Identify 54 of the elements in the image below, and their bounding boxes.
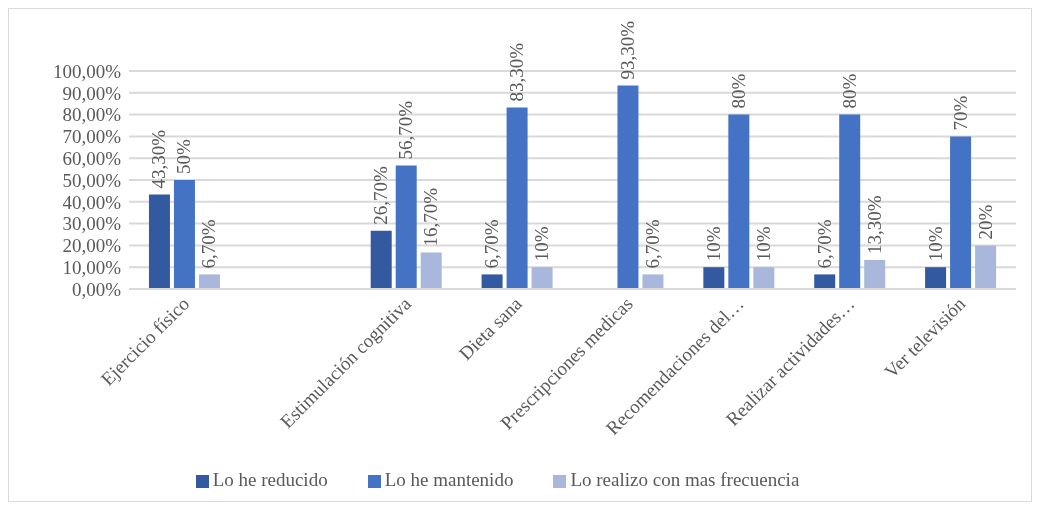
y-tick-label: 0,00% [71,278,122,300]
data-label: 93,30% [616,20,638,80]
legend-label: Lo he mantenido [384,469,514,490]
y-tick-label: 10,00% [62,256,122,278]
y-tick-label: 40,00% [62,191,122,213]
data-label: 10% [752,226,774,262]
bar [642,274,664,289]
bar [148,194,170,289]
bar [617,85,639,289]
data-label: 6,70% [813,219,835,269]
data-label: 56,70% [395,100,417,160]
data-label: 6,70% [198,219,220,269]
data-label: 80% [838,73,860,109]
legend-label: Lo he reducido [212,469,328,490]
bar [814,274,836,289]
data-label: 80% [727,73,749,109]
bar [839,114,861,289]
bar [173,180,195,289]
data-label: 16,70% [420,187,442,247]
data-label: 20% [974,204,996,240]
data-label: 50% [173,139,195,174]
y-tick-label: 100,00% [52,60,122,82]
data-label: 10% [702,226,724,262]
bar [975,245,997,289]
data-label: 13,30% [863,195,885,255]
y-tick-label: 60,00% [62,147,122,169]
data-label: 26,70% [370,166,392,225]
y-tick-label: 30,00% [62,213,122,235]
data-label: 83,30% [506,42,528,102]
bar [864,260,886,289]
bar [950,136,972,289]
bar [728,114,750,289]
legend-label: Lo realizo con mas frecuencia [570,469,800,490]
data-label: 10% [924,226,946,262]
y-tick-label: 70,00% [62,126,122,148]
bar [481,274,503,289]
bar [395,165,417,289]
data-label: 6,70% [481,219,503,269]
bar [506,107,528,289]
y-tick-label: 80,00% [62,104,122,126]
y-tick-label: 50,00% [62,169,122,191]
bar [703,267,725,289]
bar [753,267,775,289]
data-label: 10% [531,226,553,262]
bar [925,267,947,289]
bar [198,274,220,289]
y-tick-label: 20,00% [62,235,122,257]
bar [531,267,553,289]
data-label: 70% [949,95,971,131]
bar [370,230,392,289]
y-tick-label: 90,00% [62,82,122,104]
data-label: 43,30% [148,129,170,189]
bar [420,252,442,289]
data-label: 6,70% [641,219,663,269]
